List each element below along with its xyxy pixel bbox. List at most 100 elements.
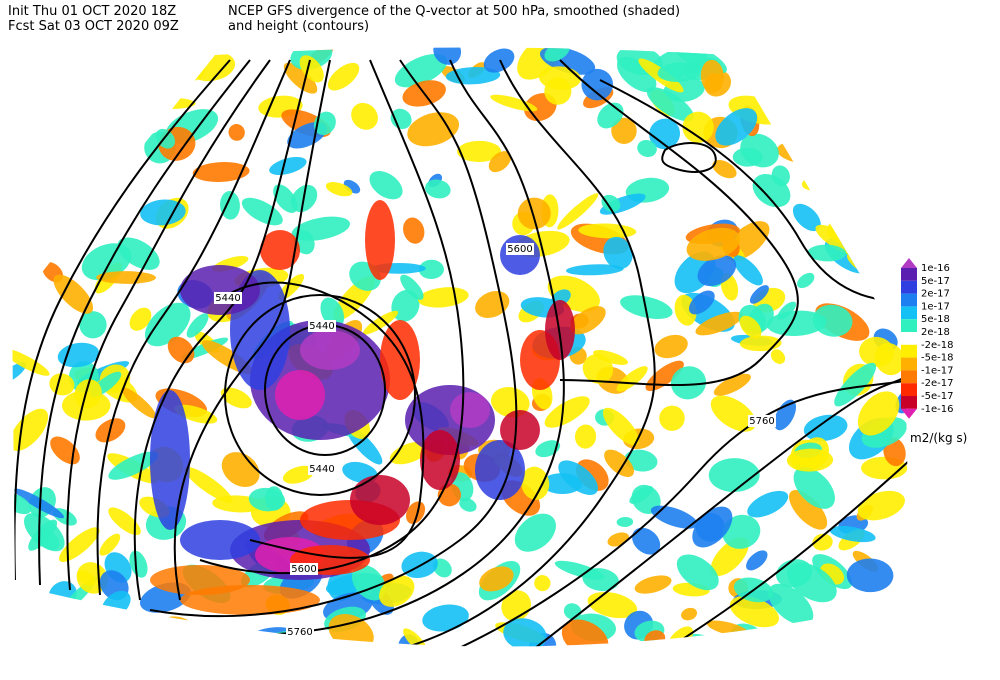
shade-blob — [733, 255, 763, 286]
shade-feature — [500, 410, 540, 450]
shade-blob — [749, 285, 769, 304]
shade-blob — [12, 220, 46, 262]
legend-label: 2e-17 — [921, 289, 950, 300]
shade-blob — [831, 47, 854, 70]
shade-blob — [534, 575, 551, 592]
shade-blob — [632, 527, 661, 555]
shade-blob — [129, 550, 148, 578]
shade-blob — [129, 307, 152, 331]
shade-blob — [603, 236, 633, 270]
shade-blob — [637, 139, 657, 158]
shade-blob — [96, 271, 157, 284]
contour-label-box — [308, 320, 336, 332]
legend-label: -1e-16 — [921, 404, 953, 415]
shade-blob — [787, 562, 837, 603]
legend-label: 1e-17 — [921, 301, 950, 312]
shade-blob — [561, 619, 609, 647]
shade-blob — [570, 306, 606, 335]
legend-label: 1e-16 — [921, 263, 950, 274]
shade-blob — [220, 190, 240, 220]
shade-blob — [700, 59, 724, 93]
shade-blob — [747, 490, 789, 518]
shade-blob — [886, 138, 910, 170]
contour — [224, 294, 416, 496]
units-label: m2/(kg s) — [910, 431, 967, 445]
shade-blob — [631, 484, 661, 514]
shade-blob — [379, 575, 415, 607]
shade-blob — [824, 635, 847, 647]
legend-arrow — [901, 408, 917, 419]
shade-blob — [391, 289, 420, 322]
shade-blob — [490, 94, 538, 112]
shade-blob — [209, 635, 235, 647]
shade-blob — [729, 596, 779, 628]
shade-blob — [12, 51, 28, 71]
shade-blob — [400, 274, 424, 300]
shade-blob — [857, 391, 900, 436]
shade-blob — [417, 287, 469, 308]
shade-blob — [659, 405, 685, 431]
contour — [219, 281, 425, 559]
shade-blob — [221, 452, 260, 488]
shade-blob — [47, 170, 86, 210]
shade-blob — [53, 274, 94, 314]
legend-swatch — [901, 280, 917, 294]
contour-label: 5600 — [291, 564, 316, 575]
shade-blob — [160, 616, 196, 640]
contour-label-box — [748, 415, 776, 427]
shade-feature — [365, 200, 395, 280]
shade-blob — [369, 171, 403, 200]
shade-blob — [174, 404, 218, 424]
shade-blob — [186, 625, 211, 647]
shade-blob — [312, 642, 348, 678]
shade-blob — [12, 118, 45, 150]
shade-blob — [807, 244, 847, 262]
shade-blob — [829, 525, 876, 543]
shade-blob — [688, 290, 715, 315]
shade-blob — [418, 259, 444, 280]
init-time: Init Thu 01 OCT 2020 18Z — [8, 4, 176, 19]
shade-blob — [665, 626, 694, 647]
shade-blob — [186, 313, 209, 338]
shade-blob — [746, 550, 768, 571]
contour-label: 5440 — [309, 321, 334, 332]
shade-blob — [816, 75, 869, 93]
contour-label-box — [214, 292, 242, 304]
shade-blob — [78, 147, 108, 178]
shade-blob — [425, 179, 451, 199]
shade-blob — [874, 58, 902, 82]
shade-blob — [879, 177, 902, 201]
shade-blob — [777, 301, 797, 320]
contour-label: 5440 — [309, 464, 334, 475]
shade-blob — [514, 513, 556, 552]
contour — [599, 459, 910, 647]
contour — [13, 59, 231, 581]
shade-blob — [58, 115, 106, 135]
contour-label: 5440 — [215, 293, 240, 304]
shade-blob — [503, 618, 547, 647]
shade-blob — [351, 102, 378, 130]
shade-blob — [14, 221, 42, 242]
shade-blob — [742, 644, 790, 647]
shade-blob — [12, 114, 32, 150]
shade-blob — [722, 514, 761, 549]
shade-blob — [81, 243, 132, 281]
shade-blob — [681, 607, 698, 621]
shade-blob — [812, 304, 853, 337]
shade-blob — [786, 448, 834, 472]
shade-blob — [363, 310, 399, 335]
legend-label: 2e-18 — [921, 327, 950, 338]
shade-blob — [99, 533, 121, 556]
legend-arrow — [901, 258, 917, 268]
shade-blob — [812, 533, 833, 551]
contour-label-box — [308, 463, 336, 475]
shade-blob — [517, 197, 551, 230]
shade-blob — [654, 334, 688, 359]
contour — [289, 59, 656, 647]
shade-blob — [842, 135, 871, 161]
contour-label: 5760 — [287, 627, 312, 638]
contour-label-box — [286, 626, 314, 638]
shade-blob — [544, 47, 570, 62]
shade-blob — [282, 465, 315, 484]
